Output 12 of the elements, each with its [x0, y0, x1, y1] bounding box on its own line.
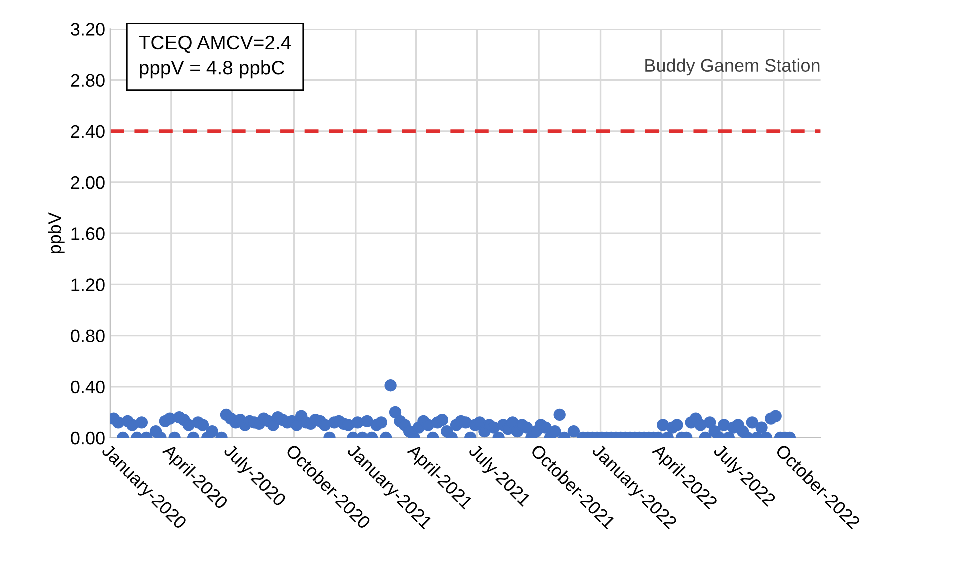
text: Buddy Ganem Station: [646, 58, 820, 76]
y-tick-label: 2.00: [71, 176, 105, 190]
y-tick-label: 0.00: [71, 432, 105, 445]
y-tick-label: 2.40: [71, 125, 105, 138]
y-tick-label: 1.60: [72, 228, 105, 240]
y-tick-label: 1.20: [72, 278, 105, 292]
y-tick-label: 0.40: [71, 380, 105, 394]
y-tick-label: 0.80: [71, 330, 105, 343]
annotation: TCEQ AMCV=2.4 pppV = 4.8 ppbC: [139, 36, 292, 79]
y-tick-label: 2.80: [71, 74, 105, 88]
y-tick-label: 3.20: [71, 23, 105, 36]
y-axis-title: ppbV: [48, 212, 65, 254]
